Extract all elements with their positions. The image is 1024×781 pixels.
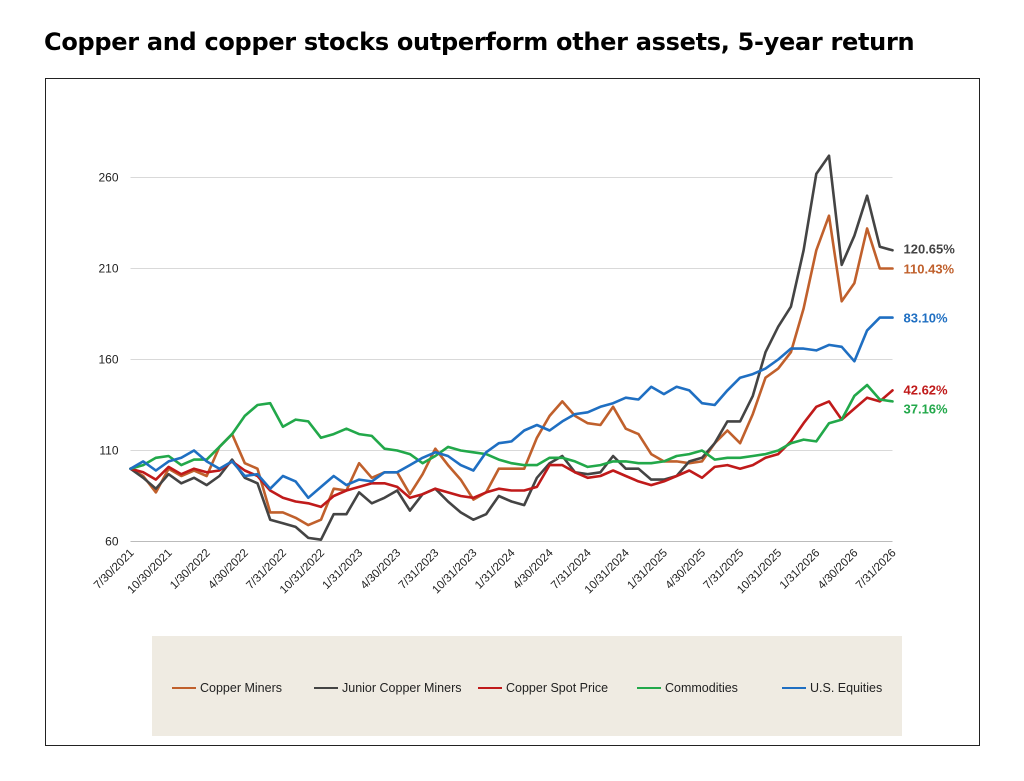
series-line-3 <box>129 383 894 471</box>
legend-label: Copper Spot Price <box>506 681 609 695</box>
x-tick-label: 1/31/2026 <box>778 547 823 592</box>
x-tick-label: 4/30/2026 <box>816 547 861 592</box>
y-tick-label: 210 <box>98 262 118 276</box>
x-tick-label: 1/30/2022 <box>168 547 213 592</box>
end-label-2: 42.62% <box>904 383 949 398</box>
end-label-0: 110.43% <box>904 262 955 277</box>
x-tick-label: 4/30/2022 <box>206 547 251 592</box>
legend-swatch <box>478 686 502 690</box>
legend-swatch <box>172 686 196 690</box>
x-tick-label: 1/31/2023 <box>321 547 366 592</box>
legend: Copper Miners Junior Copper Miners Copper … <box>152 636 902 736</box>
legend-swatch <box>314 686 338 690</box>
legend-swatch <box>782 686 806 690</box>
series-line-2 <box>129 389 894 509</box>
end-label-3: 37.16% <box>904 402 949 417</box>
x-tick-label: 1/31/2025 <box>625 547 670 592</box>
y-tick-label: 260 <box>98 171 118 185</box>
x-tick-label: 4/30/2023 <box>359 547 404 592</box>
end-label-4: 83.10% <box>904 311 949 326</box>
x-tick-label: 4/30/2024 <box>511 547 556 592</box>
legend-label: Copper Miners <box>200 681 282 695</box>
series-line-0 <box>129 214 894 527</box>
end-label-1: 120.65% <box>904 242 956 257</box>
y-tick-label: 110 <box>99 444 118 458</box>
legend-item: Commodities <box>637 681 738 695</box>
legend-item: U.S. Equities <box>782 681 882 695</box>
legend-label: Junior Copper Miners <box>342 681 462 695</box>
legend-item: Copper Miners <box>172 681 282 695</box>
chart-title: Copper and copper stocks outperform othe… <box>44 28 915 56</box>
legend-item: Copper Spot Price <box>478 681 608 695</box>
legend-swatch <box>637 686 661 690</box>
legend-label: Commodities <box>665 681 738 695</box>
series-line-4 <box>129 316 894 500</box>
legend-label: U.S. Equities <box>810 681 883 695</box>
line-chart: 601101602102607/30/202110/30/20211/30/20… <box>92 154 956 596</box>
series-line-1 <box>129 154 894 542</box>
y-tick-label: 160 <box>98 353 118 367</box>
legend-item: Junior Copper Miners <box>314 681 462 695</box>
x-tick-label: 7/31/2026 <box>854 547 899 592</box>
y-tick-label: 60 <box>105 535 119 549</box>
chart-frame: 60 110 160 210 260 7/30/2021 10/30/2021 1/30/20… <box>45 78 980 746</box>
x-tick-label: 1/31/2024 <box>473 547 518 592</box>
x-tick-label: 4/30/2025 <box>663 547 708 592</box>
